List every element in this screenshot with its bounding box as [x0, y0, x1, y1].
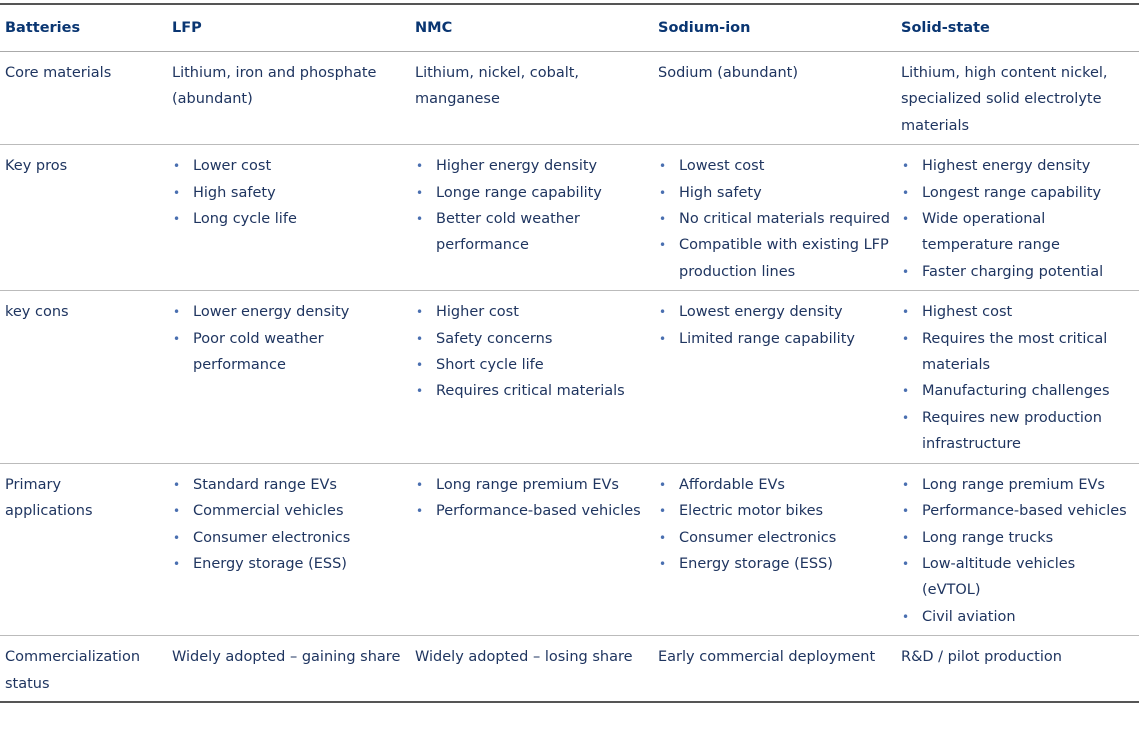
table-cell: Highest costRequires the most critical m… — [896, 290, 1139, 464]
row-label: Key pros — [0, 144, 167, 292]
bullet-item: Limited range capability — [658, 326, 891, 353]
table-row: Core materials Lithium, iron and phosphat… — [0, 51, 1139, 146]
table-row: Key prosLower costHigh safetyLong cycle … — [0, 144, 1139, 292]
table-cell: Lower energy densityPoor cold weather pe… — [167, 290, 410, 464]
bullet-item: No critical materials required — [658, 206, 891, 233]
header-cell: Solid-state — [896, 3, 1139, 52]
bullet-item: Performance-based vehicles — [901, 498, 1134, 525]
bullet-item: Consumer electronics — [172, 525, 405, 552]
bullet-item: Higher energy density — [415, 153, 648, 180]
bullet-list: Affordable EVsElectric motor bikesConsum… — [658, 472, 891, 578]
table-header: Batteries LFP NMC Sodium-ion Solid-state — [0, 3, 1139, 52]
table-cell: Higher costSafety concernsShort cycle li… — [410, 290, 653, 464]
table-cell: Sodium (abundant) — [653, 51, 896, 146]
table-cell: Long range premium EVsPerformance-based … — [896, 463, 1139, 637]
bullet-list: Higher costSafety concernsShort cycle li… — [415, 299, 648, 405]
row-label: Commercialization status — [0, 635, 167, 703]
bullet-item: High safety — [658, 180, 891, 207]
bullet-item: Requires critical materials — [415, 378, 648, 405]
bullet-list: Lowest energy densityLimited range capab… — [658, 299, 891, 352]
bullet-item: Short cycle life — [415, 352, 648, 379]
table-cell: Lower costHigh safetyLong cycle life — [167, 144, 410, 292]
bullet-item: Long range premium EVs — [415, 472, 648, 499]
row-label: Core materials — [0, 51, 167, 146]
bullet-item: Requires new production infrastructure — [901, 405, 1134, 458]
bullet-item: Highest cost — [901, 299, 1134, 326]
table-row: key consLower energy densityPoor cold we… — [0, 290, 1139, 464]
bullet-item: Electric motor bikes — [658, 498, 891, 525]
bullet-item: Energy storage (ESS) — [658, 551, 891, 578]
bullet-item: Faster charging potential — [901, 259, 1134, 286]
bullet-item: Long cycle life — [172, 206, 405, 233]
bullet-item: Long range trucks — [901, 525, 1134, 552]
table-cell: Lowest energy densityLimited range capab… — [653, 290, 896, 464]
bullet-item: Energy storage (ESS) — [172, 551, 405, 578]
bullet-item: Long range premium EVs — [901, 472, 1134, 499]
bullet-list: Highest energy densityLongest range capa… — [901, 153, 1134, 285]
row-label: Primary applications — [0, 463, 167, 637]
bullet-list: Lower energy densityPoor cold weather pe… — [172, 299, 405, 378]
bullet-list: Lower costHigh safetyLong cycle life — [172, 153, 405, 233]
header-cell: NMC — [410, 3, 653, 52]
table-body: Core materials Lithium, iron and phosphat… — [0, 51, 1139, 703]
bullet-item: Higher cost — [415, 299, 648, 326]
table-cell: Early commercial deployment — [653, 635, 896, 703]
header-cell: Sodium-ion — [653, 3, 896, 52]
bullet-list: Highest costRequires the most critical m… — [901, 299, 1134, 457]
bullet-item: Safety concerns — [415, 326, 648, 353]
bullet-list: Lowest costHigh safetyNo critical materi… — [658, 153, 891, 285]
bullet-item: Lower energy density — [172, 299, 405, 326]
table-cell: Lithium, high content nickel, specialize… — [896, 51, 1139, 146]
bullet-item: Poor cold weather performance — [172, 326, 405, 379]
table-cell: Lowest costHigh safetyNo critical materi… — [653, 144, 896, 292]
header-row: Batteries LFP NMC Sodium-ion Solid-state — [0, 3, 1139, 52]
bullet-item: Standard range EVs — [172, 472, 405, 499]
bullet-item: Better cold weather performance — [415, 206, 648, 259]
bullet-list: Long range premium EVsPerformance-based … — [901, 472, 1134, 631]
table-cell: Widely adopted – gaining share — [167, 635, 410, 703]
bullet-list: Standard range EVsCommercial vehiclesCon… — [172, 472, 405, 578]
table-cell: Lithium, iron and phosphate (abundant) — [167, 51, 410, 146]
bullet-item: High safety — [172, 180, 405, 207]
header-cell: Batteries — [0, 3, 167, 52]
bullet-item: Wide operational temperature range — [901, 206, 1134, 259]
table-cell: R&D / pilot production — [896, 635, 1139, 703]
bullet-item: Lowest energy density — [658, 299, 891, 326]
table-cell: Standard range EVsCommercial vehiclesCon… — [167, 463, 410, 637]
bullet-item: Manufacturing challenges — [901, 378, 1134, 405]
bullet-item: Longe range capability — [415, 180, 648, 207]
table-cell: Higher energy densityLonge range capabil… — [410, 144, 653, 292]
bullet-item: Commercial vehicles — [172, 498, 405, 525]
comparison-table: Batteries LFP NMC Sodium-ion Solid-state Cor… — [0, 3, 1139, 703]
bullet-item: Compatible with existing LFP production … — [658, 232, 891, 285]
header-cell: LFP — [167, 3, 410, 52]
bullet-item: Low-altitude vehicles (eVTOL) — [901, 551, 1134, 604]
bullet-list: Long range premium EVsPerformance-based … — [415, 472, 648, 525]
bullet-list: Higher energy densityLonge range capabil… — [415, 153, 648, 259]
bullet-item: Performance-based vehicles — [415, 498, 648, 525]
row-label: key cons — [0, 290, 167, 464]
bullet-item: Longest range capability — [901, 180, 1134, 207]
bullet-item: Affordable EVs — [658, 472, 891, 499]
bullet-item: Consumer electronics — [658, 525, 891, 552]
table-cell: Highest energy densityLongest range capa… — [896, 144, 1139, 292]
table-cell: Long range premium EVsPerformance-based … — [410, 463, 653, 637]
table-cell: Lithium, nickel, cobalt, manganese — [410, 51, 653, 146]
bullet-item: Lowest cost — [658, 153, 891, 180]
bullet-item: Civil aviation — [901, 604, 1134, 631]
table-row: Commercialization status Widely adopted –… — [0, 635, 1139, 703]
table-cell: Widely adopted – losing share — [410, 635, 653, 703]
bullet-item: Highest energy density — [901, 153, 1134, 180]
bullet-item: Requires the most critical materials — [901, 326, 1134, 379]
table-cell: Affordable EVsElectric motor bikesConsum… — [653, 463, 896, 637]
table-row: Primary applicationsStandard range EVsCo… — [0, 463, 1139, 637]
bullet-item: Lower cost — [172, 153, 405, 180]
